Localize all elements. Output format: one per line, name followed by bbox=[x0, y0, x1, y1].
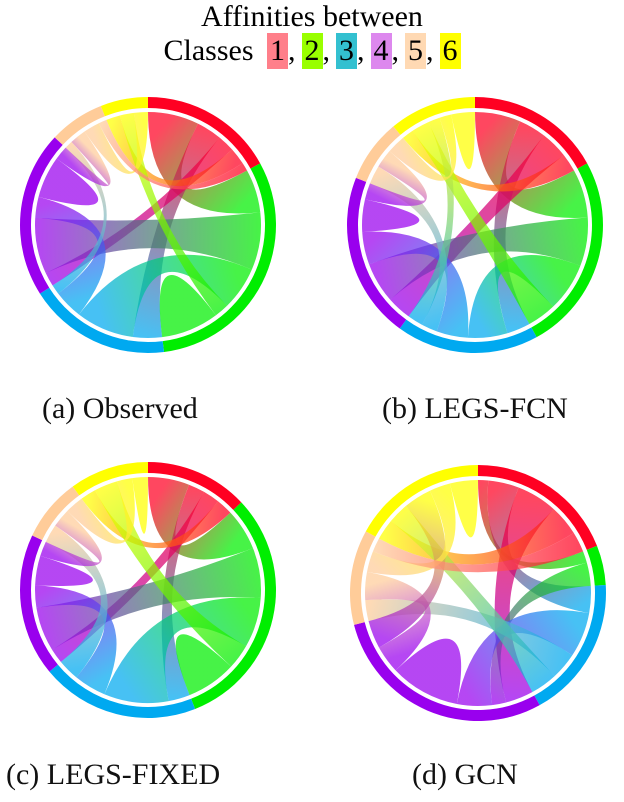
chord-ribbon bbox=[451, 112, 475, 170]
chord-ribbon bbox=[368, 490, 446, 648]
chord-ribbon bbox=[395, 638, 462, 704]
chord-ribbon bbox=[104, 597, 261, 703]
chord-ribbon bbox=[81, 490, 231, 549]
caption-a: (a) Observed bbox=[42, 392, 198, 425]
legend-swatch-2: 2 bbox=[301, 33, 323, 69]
group-arc-class-6 bbox=[365, 465, 478, 537]
group-arc-class-1 bbox=[475, 97, 588, 169]
chord-ribbon bbox=[52, 491, 219, 663]
group-arc-class-3 bbox=[49, 664, 196, 718]
group-arc-class-1 bbox=[478, 465, 598, 550]
chord-ribbon bbox=[364, 151, 427, 206]
inner-ring bbox=[32, 109, 264, 341]
figure-title: Affinities between bbox=[201, 0, 423, 33]
group-arc-class-6 bbox=[72, 462, 148, 496]
group-arc-class-6 bbox=[393, 97, 475, 135]
chord-ribbon bbox=[389, 114, 457, 181]
chord-diagram-1 bbox=[20, 97, 276, 354]
group-arc-class-3 bbox=[399, 319, 537, 353]
group-arc-class-2 bbox=[586, 545, 606, 586]
chord-ribbon bbox=[402, 130, 575, 192]
chord-ribbon bbox=[84, 112, 148, 174]
chord-ribbon bbox=[67, 478, 135, 544]
caption-c: (c) LEGS-FIXED bbox=[6, 758, 221, 791]
inner-ring bbox=[362, 477, 594, 709]
caption-b: (b) LEGS-FCN bbox=[382, 392, 568, 425]
chord-ribbon bbox=[98, 119, 248, 190]
chord-diagram-3 bbox=[19, 462, 277, 718]
chord-ribbon bbox=[456, 610, 590, 706]
group-arc-class-4 bbox=[347, 177, 407, 329]
chord-ribbon bbox=[132, 477, 148, 534]
chord-diagram-2 bbox=[347, 97, 604, 353]
chord-ribbon bbox=[132, 123, 220, 338]
chord-ribbon bbox=[367, 483, 456, 576]
chord-ribbon bbox=[365, 571, 431, 671]
chord-ribbon bbox=[56, 131, 111, 187]
chord-ribbon bbox=[40, 510, 102, 567]
chord-ribbon bbox=[362, 199, 420, 233]
group-arc-class-3 bbox=[39, 287, 165, 354]
chord-ribbon bbox=[35, 196, 106, 315]
chord-ribbon bbox=[38, 158, 99, 206]
group-arc-class-1 bbox=[148, 462, 242, 510]
chord-ribbon bbox=[369, 217, 588, 300]
group-arc-class-4 bbox=[19, 535, 58, 672]
legend-prefix: Classes bbox=[163, 34, 254, 67]
inner-ring bbox=[32, 474, 264, 706]
chord-ribbon bbox=[35, 585, 117, 695]
group-arc-class-5 bbox=[355, 126, 401, 182]
group-arc-class-1 bbox=[148, 97, 261, 169]
chord-diagram-4 bbox=[349, 465, 606, 721]
chord-ribbon bbox=[119, 112, 228, 316]
chord-ribbon bbox=[78, 254, 252, 337]
legend-separator: , bbox=[288, 34, 296, 67]
group-arc-class-4 bbox=[354, 622, 540, 721]
chord-ribbon bbox=[449, 480, 478, 538]
chord-ribbon bbox=[390, 505, 555, 693]
group-arc-class-2 bbox=[531, 163, 604, 338]
group-arc-class-2 bbox=[191, 502, 277, 710]
chord-ribbon bbox=[36, 548, 262, 650]
group-arc-class-5 bbox=[54, 105, 105, 145]
legend-swatch-1: 1 bbox=[267, 33, 288, 69]
group-arc-class-3 bbox=[534, 584, 606, 706]
group-arc-class-4 bbox=[20, 137, 63, 294]
legend-separator: , bbox=[391, 34, 400, 67]
group-arc-class-5 bbox=[349, 531, 376, 625]
legend-separator: , bbox=[357, 34, 365, 67]
legend-separator: , bbox=[322, 34, 331, 67]
chord-ribbon bbox=[372, 532, 584, 573]
legend-swatch-4: 4 bbox=[370, 33, 392, 69]
legend-swatch-6: 6 bbox=[439, 33, 461, 69]
inner-ring bbox=[359, 109, 591, 341]
legend-swatch-3: 3 bbox=[336, 33, 357, 69]
legend-separator: , bbox=[426, 34, 434, 67]
chord-ribbon bbox=[467, 254, 581, 338]
chord-ribbon bbox=[365, 599, 573, 677]
chord-ribbon bbox=[159, 275, 216, 338]
chord-ribbon bbox=[175, 634, 232, 696]
chord-ribbon bbox=[408, 117, 454, 325]
chord-ribbon bbox=[490, 562, 591, 706]
chord-ribbon bbox=[35, 555, 93, 586]
caption-d: (d) GCN bbox=[412, 758, 518, 791]
chord-ribbon bbox=[478, 480, 587, 570]
group-arc-class-6 bbox=[100, 97, 148, 117]
chord-ribbon bbox=[161, 484, 205, 702]
group-arc-class-2 bbox=[162, 163, 276, 352]
legend: Classes 1,2,3,4,5,6 bbox=[0, 33, 624, 69]
legend-swatch-5: 5 bbox=[405, 33, 426, 69]
group-arc-class-5 bbox=[32, 486, 80, 541]
